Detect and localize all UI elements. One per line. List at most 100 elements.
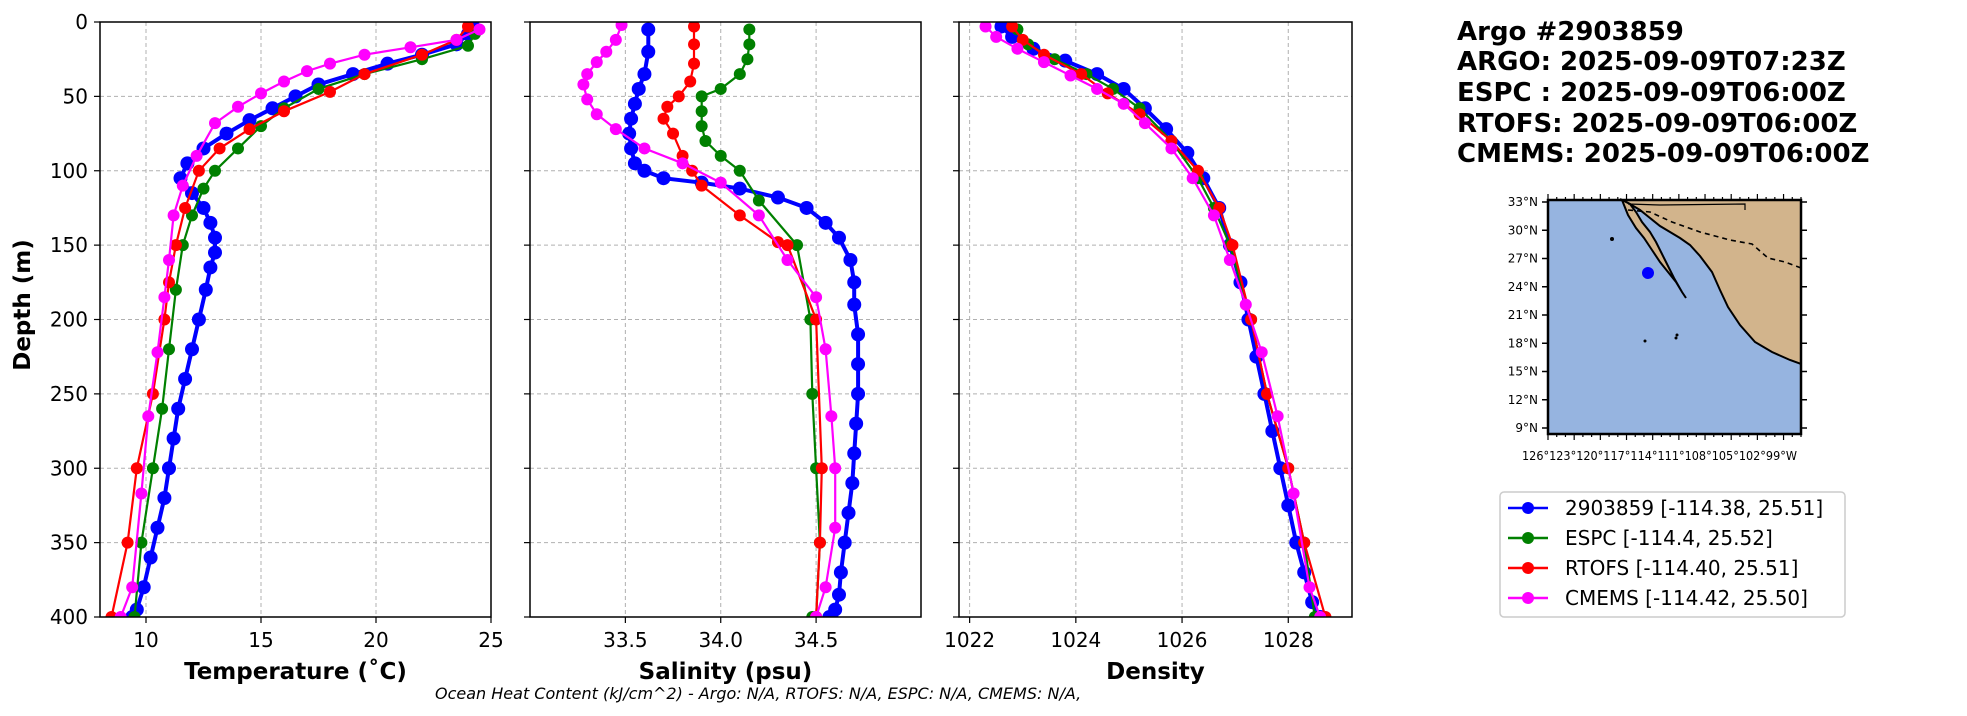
series-espc [695,23,826,617]
series-cmems [577,22,842,617]
data-point [128,611,141,617]
legend-item-rtofs: RTOFS [-114.40, 25.51] [1508,556,1798,580]
data-point [1223,254,1236,266]
data-point [203,215,218,230]
x-tick-label: 20 [363,628,388,652]
x-tick-label: 10 [133,628,158,652]
series-line [582,24,837,617]
legend-item-argo: 2903859 [-114.38, 25.51] [1508,496,1823,520]
x-tick-label: 25 [478,628,503,652]
data-point [695,105,708,118]
y-tick-label: 150 [50,233,88,257]
data-point [191,312,206,327]
data-point [699,135,712,147]
data-point [232,142,244,155]
series-cmems [114,23,486,617]
data-point [1314,611,1327,617]
island-dot [1674,336,1678,340]
x-tick-label: 34.0 [698,628,743,652]
legend-label: ESPC [-114.4, 25.52] [1565,526,1773,550]
data-point [301,65,313,78]
data-point [815,462,828,475]
data-point [714,149,727,162]
data-point [590,56,603,69]
title-line-espc-time: ESPC : 2025-09-09T06:00Z [1457,78,1846,108]
data-point [169,239,182,252]
data-point [1261,387,1274,400]
data-point [791,239,804,252]
data-point [163,343,175,356]
data-point [324,57,336,70]
data-point [667,127,680,140]
data-point [190,149,203,162]
data-point [781,239,794,252]
x-axis-label: Temperature (˚C) [184,658,407,685]
map-border-line [1627,209,1802,269]
data-point [1186,172,1199,185]
data-point [1064,69,1077,82]
data-point [1011,42,1024,55]
data-point [176,179,189,192]
data-point [1133,108,1146,121]
data-point [743,23,756,36]
data-point [135,487,148,500]
data-point [416,48,428,61]
title-line-cmems-time: CMEMS: 2025-09-09T06:00Z [1457,139,1869,169]
series-line [1016,28,1316,617]
data-point [743,38,756,51]
y-tick-label: 400 [50,605,88,629]
data-point [1226,239,1239,252]
data-point [209,164,221,177]
x-axis-label: Density [1106,659,1205,685]
data-point [843,253,858,267]
legend: 2903859 [-114.38, 25.51] ESPC [-114.4, 2… [1499,491,1846,618]
panel-density: 1022 1024 1026 1028 Density [944,21,1353,685]
series-line [1000,25,1321,617]
series-2903859 [125,22,480,617]
series-line [662,26,823,617]
y-tick-label: 50 [63,84,88,108]
data-point [358,48,371,61]
data-point [688,22,701,33]
data-point [688,57,701,70]
data-point [192,164,205,177]
data-point [741,53,754,66]
profile-panels: 10 15 20 25050100150200250300350400Temperat… [50,10,1353,685]
map-lat-label: 15°N [1508,365,1538,379]
data-point [163,254,175,266]
data-point [657,112,670,125]
data-point [158,291,171,304]
map-lat-label: 33°N [1508,195,1538,209]
map-state-line [1627,203,1746,210]
data-point [979,22,992,33]
data-point [121,536,134,549]
series-rtofs [657,22,828,617]
data-point [462,39,474,52]
data-point [324,85,336,98]
data-point [819,343,832,356]
data-point [656,171,671,186]
data-point [208,245,222,260]
legend-marker [1522,562,1534,574]
legend-label: 2903859 [-114.38, 25.51] [1565,496,1823,520]
series-rtofs [1006,22,1332,617]
data-point [473,23,486,36]
x-tick-label: 1028 [1263,628,1314,652]
data-point [577,78,590,91]
island-dot [1675,333,1679,337]
data-point [105,611,118,617]
data-point [142,410,155,423]
data-point [197,182,210,195]
legend-label: RTOFS [-114.40, 25.51] [1565,556,1798,580]
series-cmems [979,22,1327,617]
data-point [695,90,708,103]
data-point [851,386,866,401]
data-point [126,581,139,594]
y-tick-label: 0 [75,10,88,34]
data-point [255,120,267,133]
map-baja-peninsula [1620,197,1687,299]
data-point [135,536,148,549]
data-point [130,462,143,475]
panel-temperature: 10 15 20 25050100150200250300350400Temperat… [50,10,504,685]
series-line [130,24,475,617]
